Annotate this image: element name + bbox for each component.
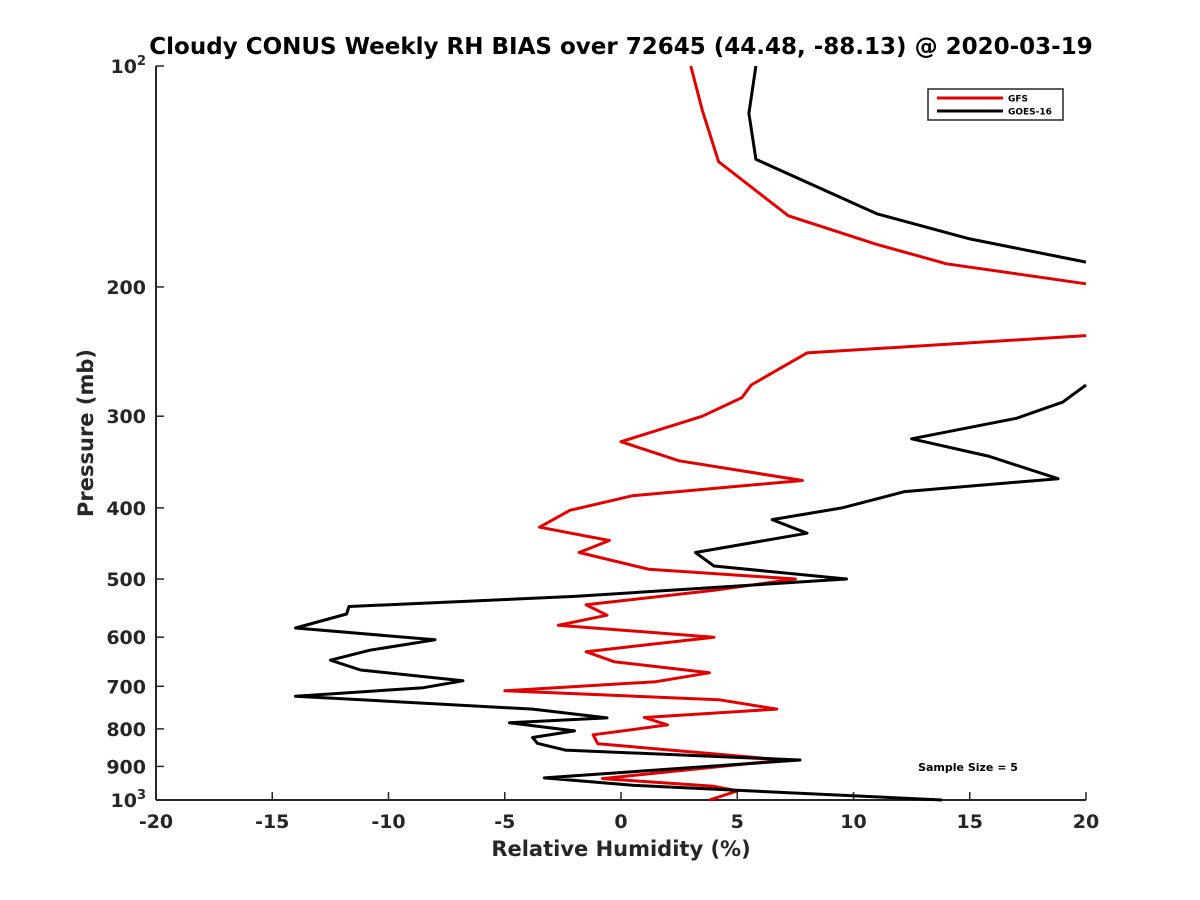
- x-tick-label: 10: [840, 811, 866, 833]
- x-tick-label: -10: [371, 811, 405, 833]
- y-tick-label: 700: [106, 676, 146, 698]
- x-tick-label: 15: [957, 811, 983, 833]
- y-tick-label: 200: [106, 277, 146, 299]
- y-tick-label: 500: [106, 569, 146, 591]
- x-axis-ticks: -20 -15 -10 -5 0 5 10 15 20: [139, 792, 1099, 833]
- y-tick-exponent: 3: [137, 788, 146, 803]
- legend: GFS GOES-16: [927, 88, 1064, 121]
- y-tick-label: 400: [106, 498, 146, 520]
- y-tick-label: 900: [106, 756, 146, 778]
- series-gfs: [503, 65, 1087, 802]
- y-tick-label: 800: [106, 719, 146, 741]
- legend-box: [927, 88, 1064, 121]
- y-axis-label: Pressure (mb): [74, 349, 98, 517]
- plot-axes: [155, 66, 1086, 801]
- y-tick-label: 102: [111, 54, 147, 78]
- y-tick-label: 103: [111, 788, 147, 812]
- x-tick-label: -15: [255, 811, 289, 833]
- x-tick-label: 0: [614, 811, 627, 833]
- chart-title: Cloudy CONUS Weekly RH BIAS over 72645 (…: [149, 34, 1092, 60]
- legend-label: GOES-16: [1008, 108, 1052, 118]
- x-tick-label: 5: [731, 811, 744, 833]
- plot-area: [156, 66, 1086, 800]
- series-lines: [294, 65, 1087, 802]
- series-line-segment: [689, 65, 1087, 286]
- series-goes-16: [294, 65, 1087, 802]
- legend-label: GFS: [1008, 95, 1028, 105]
- y-tick-base: 10: [111, 790, 137, 812]
- y-tick-label: 300: [106, 406, 146, 428]
- sample-size-annotation: Sample Size = 5: [918, 761, 1018, 774]
- x-tick-label: 20: [1073, 811, 1099, 833]
- series-line-segment: [747, 65, 1087, 264]
- y-tick-base: 10: [111, 56, 137, 78]
- y-tick-label: 600: [106, 627, 146, 649]
- x-tick-label: -20: [139, 811, 173, 833]
- series-line-segment: [294, 383, 1087, 802]
- x-tick-label: -5: [494, 811, 515, 833]
- series-line-segment: [503, 334, 1087, 802]
- y-tick-exponent: 2: [137, 54, 146, 69]
- x-axis-label: Relative Humidity (%): [491, 837, 750, 861]
